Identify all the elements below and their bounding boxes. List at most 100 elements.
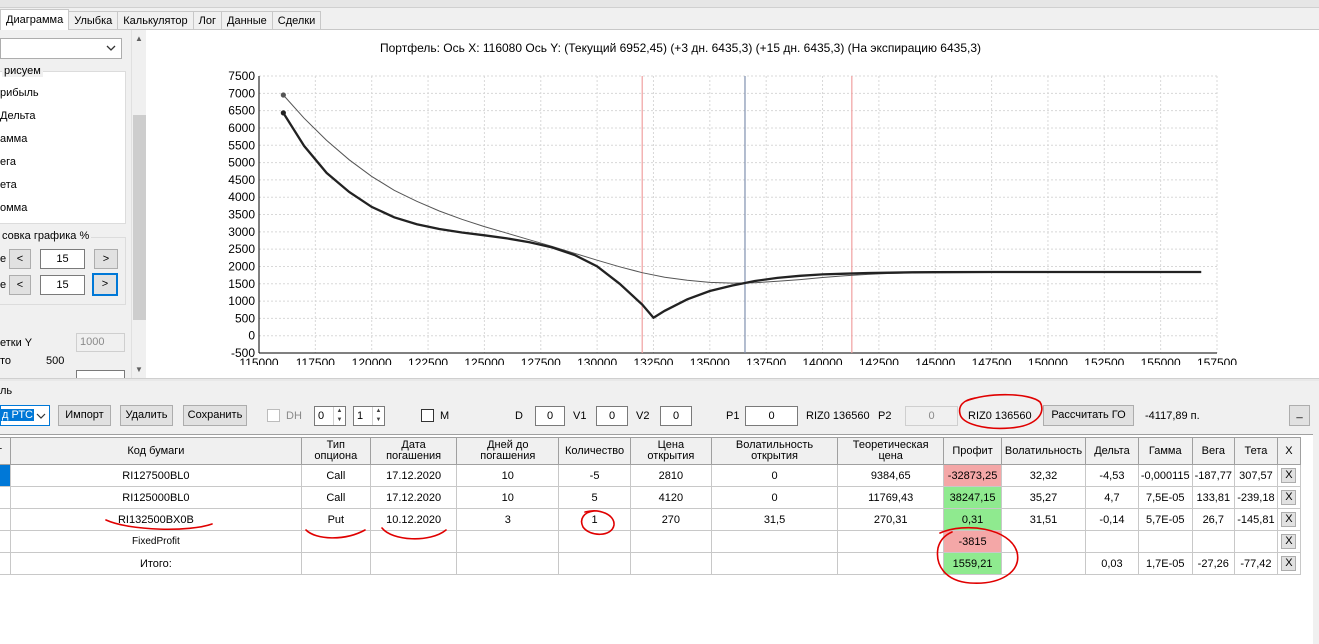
- cell-delta[interactable]: 0,03: [1085, 552, 1139, 575]
- cell-delta[interactable]: [1085, 530, 1139, 553]
- cell-vol[interactable]: [1001, 552, 1087, 575]
- cell-vol[interactable]: [1001, 530, 1087, 553]
- cell-theta[interactable]: -239,18: [1233, 486, 1278, 509]
- mode-combo[interactable]: [0, 38, 122, 59]
- v1-input[interactable]: 0: [596, 406, 628, 426]
- cell-days[interactable]: 3: [456, 508, 560, 531]
- col-header-x[interactable]: X: [1276, 437, 1302, 465]
- cell-vol-open[interactable]: [710, 530, 839, 553]
- col-header-delta[interactable]: Дельта: [1085, 437, 1139, 465]
- cell-date[interactable]: [369, 552, 458, 575]
- col-header-days[interactable]: Дней до погашения: [456, 437, 560, 465]
- scale-row-1-prev-button[interactable]: <: [9, 249, 31, 269]
- spin-1[interactable]: 0 ▲ ▼: [314, 406, 346, 426]
- row-selector-cell[interactable]: [0, 486, 11, 509]
- cell-delta[interactable]: -4,53: [1085, 464, 1139, 487]
- row-selector-cell[interactable]: [0, 530, 11, 553]
- cell-vol[interactable]: 35,27: [1001, 486, 1087, 509]
- cell-type[interactable]: [300, 552, 371, 575]
- row-selector-cell[interactable]: [0, 464, 11, 487]
- calc-go-button[interactable]: Рассчитать ГО: [1043, 405, 1134, 426]
- cell-vega[interactable]: 133,81: [1191, 486, 1235, 509]
- remove-row-button[interactable]: X: [1281, 490, 1297, 505]
- table-row[interactable]: FixedProfit -3815 X: [0, 530, 1302, 553]
- scale-row-1-input[interactable]: 15: [40, 249, 85, 269]
- left-panel-scrollbar[interactable]: ▲ ▼: [131, 30, 146, 378]
- cell-theta[interactable]: -77,42: [1233, 552, 1278, 575]
- cell-date[interactable]: [369, 530, 458, 553]
- step-input[interactable]: [76, 370, 125, 378]
- p1-input[interactable]: 0: [745, 406, 798, 426]
- cell-days[interactable]: [456, 552, 560, 575]
- col-header-price[interactable]: Цена открытия: [630, 437, 712, 465]
- cell-days[interactable]: 10: [456, 486, 560, 509]
- remove-row-button[interactable]: X: [1281, 512, 1297, 527]
- cell-price[interactable]: 4120: [630, 486, 712, 509]
- draw-option-profit[interactable]: рибыль: [0, 87, 39, 99]
- col-header-type[interactable]: Тип опциона: [300, 437, 371, 465]
- scale-row-2-next-button[interactable]: >: [92, 273, 118, 296]
- cell-vol-open[interactable]: 0: [710, 486, 839, 509]
- spin-arrows-icon[interactable]: ▲ ▼: [333, 407, 345, 425]
- cell-price[interactable]: 2810: [630, 464, 712, 487]
- cell-theta[interactable]: 307,57: [1233, 464, 1278, 487]
- col-header-code[interactable]: Код бумаги: [9, 437, 302, 465]
- draw-option-theta[interactable]: ета: [0, 179, 17, 191]
- col-header-theta[interactable]: Тета: [1233, 437, 1278, 465]
- cell-code[interactable]: RI132500BX0B: [9, 508, 302, 531]
- import-button[interactable]: Импорт: [58, 405, 111, 426]
- cell-vol[interactable]: 31,51: [1001, 508, 1087, 531]
- cell-theta[interactable]: [1233, 530, 1278, 553]
- cell-code[interactable]: FixedProfit: [9, 530, 302, 553]
- tab-smile[interactable]: Улыбка: [68, 11, 119, 30]
- row-selector-cell[interactable]: [0, 552, 11, 575]
- cell-vega[interactable]: -187,77: [1191, 464, 1235, 487]
- cell-type[interactable]: Put: [300, 508, 371, 531]
- col-header-vol[interactable]: Волатильность: [1001, 437, 1087, 465]
- cell-gamma[interactable]: [1137, 530, 1193, 553]
- remove-row-button[interactable]: X: [1281, 534, 1297, 549]
- cell-vega[interactable]: 26,7: [1191, 508, 1235, 531]
- cell-vol-open[interactable]: 0: [710, 464, 839, 487]
- col-header[interactable]: т: [0, 437, 11, 465]
- draw-option-delta[interactable]: Дельта: [0, 110, 36, 122]
- col-header-qty[interactable]: Количество: [558, 437, 632, 465]
- delete-button[interactable]: Удалить: [120, 405, 173, 426]
- draw-option-gamma[interactable]: амма: [0, 133, 28, 145]
- cell-profit[interactable]: 1559,21: [943, 552, 1003, 575]
- draw-option-vomma[interactable]: омма: [0, 202, 28, 214]
- cell-date[interactable]: 10.12.2020: [369, 508, 458, 531]
- cell-vol-open[interactable]: 31,5: [710, 508, 839, 531]
- cell-price[interactable]: [630, 530, 712, 553]
- cell-date[interactable]: 17.12.2020: [369, 464, 458, 487]
- tab-calculator[interactable]: Калькулятор: [117, 11, 194, 30]
- cell-theor[interactable]: 11769,43: [837, 486, 945, 509]
- cell-qty[interactable]: -5: [558, 464, 632, 487]
- remove-row-button[interactable]: X: [1281, 468, 1297, 483]
- table-row[interactable]: RI127500BL0 Call 17.12.2020 10 -5 2810 0 9384,6…: [0, 464, 1302, 487]
- cell-gamma[interactable]: 1,7E-05: [1137, 552, 1193, 575]
- cell-qty[interactable]: [558, 552, 632, 575]
- draw-option-vega[interactable]: ега: [0, 156, 17, 168]
- cell-theor[interactable]: 270,31: [837, 508, 945, 531]
- cell-days[interactable]: 10: [456, 464, 560, 487]
- scroll-down-icon[interactable]: ▼: [135, 365, 143, 374]
- cell-delta[interactable]: 4,7: [1085, 486, 1139, 509]
- cell-profit[interactable]: 38247,15: [943, 486, 1003, 509]
- cell-theor[interactable]: [837, 530, 945, 553]
- tab-log[interactable]: Лог: [192, 11, 223, 30]
- cell-gamma[interactable]: 5,7E-05: [1137, 508, 1193, 531]
- table-row[interactable]: RI132500BX0B Put 10.12.2020 3 1 270 31,5 270,31…: [0, 508, 1302, 531]
- cell-qty[interactable]: 5: [558, 486, 632, 509]
- cell-gamma[interactable]: 7,5E-05: [1137, 486, 1193, 509]
- cell-price[interactable]: 270: [630, 508, 712, 531]
- col-header-profit[interactable]: Профит: [943, 437, 1003, 465]
- cell-profit[interactable]: 0,31: [943, 508, 1003, 531]
- col-header-date[interactable]: Дата погашения: [369, 437, 458, 465]
- cell-delta[interactable]: -0,14: [1085, 508, 1139, 531]
- cell-vega[interactable]: [1191, 530, 1235, 553]
- spin-2[interactable]: 1 ▲ ▼: [353, 406, 385, 426]
- scroll-thumb[interactable]: [133, 115, 146, 320]
- cell-vol-open[interactable]: [710, 552, 839, 575]
- cell-date[interactable]: 17.12.2020: [369, 486, 458, 509]
